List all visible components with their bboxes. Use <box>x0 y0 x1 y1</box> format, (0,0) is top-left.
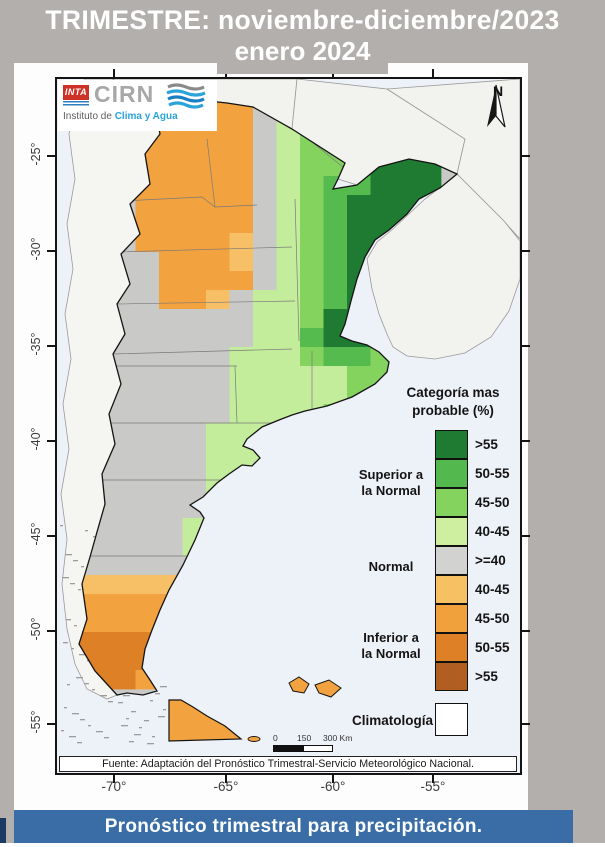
latitude-label: -50° <box>29 617 43 641</box>
legend-group-inferior: Inferior a la Normal <box>361 630 421 662</box>
legend-swatch <box>435 662 468 691</box>
title-line1: TRIMESTRE: noviembre-diciembre/2023 <box>45 5 560 35</box>
legend-title-line1: Categoría mas <box>406 385 500 400</box>
legend-group-normal: Normal <box>368 559 414 574</box>
title-line2: enero 2024 <box>216 36 389 74</box>
scale-300km: 300 Km <box>323 733 353 743</box>
legend-entry: >55 <box>435 662 520 691</box>
legend-entry: 45-50 <box>435 604 520 633</box>
axis-tick <box>47 723 55 725</box>
axis-tick <box>522 440 530 442</box>
legend-entry: 40-45 <box>435 575 520 604</box>
legend-climatologia-label: Climatología <box>351 713 433 728</box>
province-borders <box>87 133 350 557</box>
bottom-banner: Pronóstico trimestral para precipitación… <box>14 810 573 843</box>
axis-tick <box>113 69 115 77</box>
legend-swatch <box>435 488 468 517</box>
legend-value: 50-55 <box>475 640 510 655</box>
legend-entry: >55 <box>435 430 520 459</box>
legend-value: 45-50 <box>475 611 510 626</box>
logo-subtitle-blue: Clima y Agua <box>114 111 178 122</box>
latitude-label: -55° <box>29 710 43 734</box>
legend-value: >55 <box>475 669 498 684</box>
longitude-label: -60° <box>320 779 346 794</box>
legend-climatologia-swatch <box>435 703 468 736</box>
scale-150: 150 <box>297 733 312 743</box>
axis-tick <box>522 345 530 347</box>
legend-entry: >=40 <box>435 546 520 575</box>
axis-tick <box>47 155 55 157</box>
legend-swatch <box>435 575 468 604</box>
longitude-label: -55° <box>420 779 446 794</box>
axis-tick <box>47 630 55 632</box>
logo-subtitle: Instituto de Clima y Agua <box>63 111 178 122</box>
axis-tick <box>47 345 55 347</box>
argentina-forecast-map <box>57 79 520 773</box>
axis-tick <box>522 723 530 725</box>
axis-tick <box>47 250 55 252</box>
latitude-label: -30° <box>29 237 43 261</box>
isla-de-los-estados <box>247 736 261 742</box>
scale-bar-graphic <box>273 745 333 752</box>
legend-swatch <box>435 459 468 488</box>
legend: Categoría mas probable (%) >55 50-55 45-50… <box>57 79 520 773</box>
argentina-outline <box>78 98 459 696</box>
axis-tick <box>225 775 227 783</box>
legend-value: 40-45 <box>475 582 510 597</box>
legend-entry: 50-55 <box>435 459 520 488</box>
latitude-label: -40° <box>29 427 43 451</box>
legend-entry: 40-45 <box>435 517 520 546</box>
banner-accent-square <box>0 818 6 843</box>
logo-subtitle-gray: Instituto de <box>63 111 112 122</box>
legend-swatch <box>435 604 468 633</box>
inta-cirn-logo: INTA CIRN Instituto de Clima y Agua <box>58 80 217 131</box>
neighbour-countries <box>60 79 520 700</box>
legend-group-superior: Superior a la Normal <box>358 467 424 499</box>
legend-value: 45-50 <box>475 495 510 510</box>
compass-arrow-icon <box>487 84 506 128</box>
latitude-label: -25° <box>29 142 43 166</box>
tierra-del-fuego-outline <box>168 699 243 742</box>
uruguay-shape <box>366 173 520 360</box>
axis-tick <box>432 775 434 783</box>
report-title: TRIMESTRE: noviembre-diciembre/2023 ener… <box>0 0 605 74</box>
legend-value: 50-55 <box>475 466 510 481</box>
legend-swatch <box>435 546 468 575</box>
axis-tick <box>522 250 530 252</box>
axis-tick <box>47 535 55 537</box>
legend-entry: 50-55 <box>435 633 520 662</box>
axis-tick <box>522 155 530 157</box>
legend-swatch <box>435 430 468 459</box>
legend-title: Categoría mas probable (%) <box>387 384 519 419</box>
legend-value: >=40 <box>475 553 506 568</box>
longitude-label: -70° <box>101 779 127 794</box>
axis-tick <box>522 535 530 537</box>
latitude-label: -35° <box>29 332 43 356</box>
malvinas-islands <box>288 676 342 698</box>
axis-tick <box>332 775 334 783</box>
banner-text: Pronóstico trimestral para precipitación… <box>104 816 483 837</box>
cirn-wordmark: CIRN <box>94 81 155 107</box>
legend-value: 40-45 <box>475 524 510 539</box>
axis-tick <box>522 630 530 632</box>
legend-swatch <box>435 517 468 546</box>
latitude-label: -45° <box>29 522 43 546</box>
inta-logo: INTA <box>63 85 89 100</box>
axis-tick <box>113 775 115 783</box>
source-note: Fuente: Adaptación del Pronóstico Trimes… <box>59 756 517 772</box>
legend-title-line2: probable (%) <box>412 402 494 418</box>
bottom-margin <box>0 843 605 847</box>
longitude-label: -65° <box>213 779 239 794</box>
axis-tick <box>47 440 55 442</box>
north-arrow: N <box>481 83 515 128</box>
inta-stripes <box>63 101 89 107</box>
legend-swatch <box>435 633 468 662</box>
north-label: N <box>492 83 504 99</box>
legend-entry: 45-50 <box>435 488 520 517</box>
axis-tick <box>432 69 434 77</box>
legend-value: >55 <box>475 437 498 452</box>
scale-zero: 0 <box>273 733 278 743</box>
map-frame: INTA CIRN Instituto de Clima y Agua N <box>55 77 522 775</box>
